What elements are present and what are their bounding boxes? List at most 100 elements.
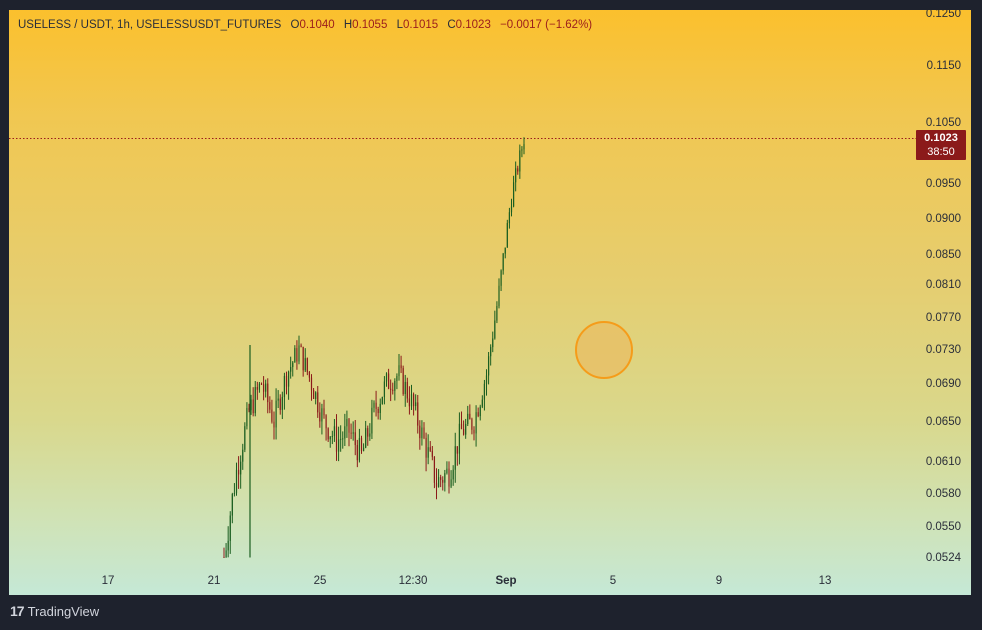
candle-body xyxy=(258,383,261,390)
candle-body xyxy=(279,398,281,410)
symbol-title[interactable]: USELESS / USDT, 1h, USELESSUSDT_FUTURES xyxy=(18,19,282,31)
candle-body xyxy=(487,356,490,376)
candle-body xyxy=(498,285,500,307)
candle-body xyxy=(373,402,375,408)
candle-body xyxy=(406,381,408,399)
y-tick-label: 0.0950 xyxy=(926,178,961,190)
tradingview-logo-icon: 17 xyxy=(10,603,25,619)
candle-body xyxy=(377,408,379,414)
candle-body xyxy=(435,482,438,487)
candle-body xyxy=(244,426,246,450)
candle-body xyxy=(496,306,498,321)
chart-canvas[interactable]: 0.1250 0.1150 0.1050 0.0950 0.0900 0.0850 0.08… xyxy=(9,10,971,595)
close-label: C xyxy=(447,19,456,31)
footer-brand[interactable]: 17 TradingView xyxy=(10,603,99,619)
brand-name: TradingView xyxy=(27,603,100,619)
candle-body xyxy=(333,426,336,437)
candle-body xyxy=(396,376,398,382)
candle-body xyxy=(246,408,248,427)
candle-body xyxy=(410,394,413,407)
candle-body xyxy=(385,373,388,382)
candle-body xyxy=(358,438,361,461)
candle-body xyxy=(223,557,225,558)
candle-body xyxy=(367,428,369,437)
candle-body xyxy=(231,494,233,516)
candle-body xyxy=(423,427,425,438)
candle-body xyxy=(277,398,279,401)
candle-body xyxy=(508,212,511,224)
candle-body xyxy=(285,375,288,387)
candle-body xyxy=(304,358,306,371)
candle-body xyxy=(325,415,327,429)
candle-body xyxy=(362,447,365,452)
candle-body xyxy=(346,419,348,427)
x-tick-label: 17 xyxy=(102,575,115,587)
candle-body xyxy=(521,149,523,151)
candle-body xyxy=(225,550,227,558)
candle-body xyxy=(296,348,298,362)
candle-body xyxy=(242,449,244,462)
y-tick-label: 0.0850 xyxy=(926,249,961,261)
candle-body xyxy=(379,403,381,414)
candle-body xyxy=(256,387,258,390)
low-value: 0.1015 xyxy=(402,19,439,31)
candle-body xyxy=(292,362,294,368)
candle-body xyxy=(444,473,446,483)
candle-body xyxy=(248,408,250,411)
candle-body xyxy=(467,413,469,425)
candle-body xyxy=(479,406,481,417)
candle-body xyxy=(308,371,311,378)
candle-body xyxy=(327,428,329,440)
candle-body xyxy=(471,419,473,430)
candle-body xyxy=(452,469,454,480)
candle-body xyxy=(371,407,373,434)
candle-body xyxy=(329,436,331,440)
bar-countdown: 38:50 xyxy=(927,146,955,158)
candle-body xyxy=(275,400,277,428)
x-tick-label: 9 xyxy=(716,575,722,587)
candle-body xyxy=(400,365,402,369)
candle-body xyxy=(392,389,394,391)
y-tick-label: 0.0524 xyxy=(926,552,962,564)
candle-body xyxy=(262,384,265,392)
candle-body xyxy=(252,399,254,414)
candle-body xyxy=(360,438,363,452)
candle-body xyxy=(310,377,313,391)
candle-body xyxy=(315,392,317,399)
candle-body xyxy=(306,358,308,372)
y-tick-label: 0.0550 xyxy=(926,521,961,533)
high-label: H xyxy=(343,19,353,31)
candle-body xyxy=(352,432,354,434)
candle-body xyxy=(412,394,415,407)
candle-body xyxy=(492,338,494,348)
candle-body xyxy=(515,168,517,183)
candle-body xyxy=(402,368,404,395)
chart-frame[interactable]: 0.1250 0.1150 0.1050 0.0950 0.0900 0.0850 0.08… xyxy=(9,10,971,595)
highlight-circle-marker[interactable] xyxy=(575,321,633,379)
candle-body xyxy=(233,493,236,495)
candle-body xyxy=(437,477,440,487)
candle-body xyxy=(323,408,325,416)
candle-body xyxy=(340,438,342,440)
candle-body xyxy=(483,383,486,400)
candle-body xyxy=(419,425,421,439)
candle-body xyxy=(342,438,344,440)
candle-body xyxy=(469,413,471,420)
candle-body xyxy=(429,447,431,451)
candle-body xyxy=(348,419,350,433)
candle-body xyxy=(271,409,273,422)
candle-body xyxy=(394,381,396,391)
candle-body xyxy=(269,402,271,410)
candle-body xyxy=(421,427,423,439)
candle-body xyxy=(446,468,448,474)
change-value: −0.0017 (−1.62%) xyxy=(500,19,593,31)
candle-body xyxy=(519,150,521,172)
candle-body xyxy=(475,412,477,434)
candle-body xyxy=(383,381,386,398)
candle-body xyxy=(494,320,496,339)
candle-body xyxy=(312,390,315,399)
y-tick-label: 0.0900 xyxy=(926,213,961,225)
y-tick-label: 0.1250 xyxy=(926,10,961,20)
candle-body xyxy=(500,270,502,286)
candle-body xyxy=(250,399,252,411)
